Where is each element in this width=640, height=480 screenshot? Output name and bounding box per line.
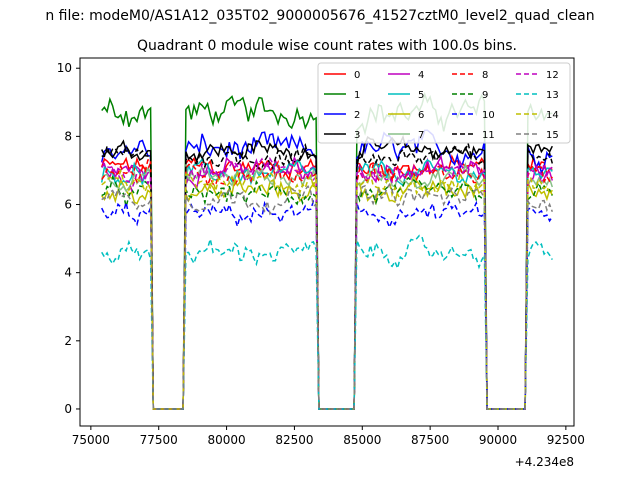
x-tick-label: 92500 [547,433,585,447]
legend-label-4: 4 [418,70,424,81]
x-tick-label: 75000 [72,433,110,447]
legend-label-8: 8 [482,70,488,81]
figure-suptitle: n file: modeM0/AS1A12_035T02_9000005676_… [45,8,594,24]
y-tick-label: 4 [64,266,72,280]
plot-frame [79,57,575,427]
x-tick-label: 77500 [140,433,178,447]
x-tick-label: 82500 [275,433,313,447]
x-tick-label: 80000 [207,433,245,447]
legend-label-13: 13 [546,90,559,101]
x-axis-offset-label: +4.234e8 [515,455,574,469]
legend-label-12: 12 [546,70,559,81]
y-tick-label: 8 [64,129,72,143]
legend-box [317,62,571,144]
legend-label-0: 0 [354,70,360,81]
legend-label-11: 11 [482,130,495,141]
y-tick-label: 0 [64,402,72,416]
legend-label-9: 9 [482,90,488,101]
y-tick-label: 6 [64,198,72,212]
legend-label-6: 6 [418,110,424,121]
legend-label-14: 14 [546,110,559,121]
legend-label-2: 2 [354,110,360,121]
legend-label-15: 15 [546,130,559,141]
legend-label-7: 7 [418,130,424,141]
legend-label-10: 10 [482,110,495,121]
series-line-15 [101,182,554,410]
x-tick-label: 87500 [411,433,449,447]
x-axis: 75000 77500 80000 82500 85000 87500 90000 92500 [72,426,585,447]
x-tick-label: 90000 [479,433,517,447]
chart-title: Quadrant 0 module wise count rates with … [137,38,517,54]
legend-label-1: 1 [354,90,360,101]
y-tick-label: 10 [57,61,72,75]
legend-label-5: 5 [418,90,424,101]
plot-area [79,57,575,427]
x-tick-label: 85000 [343,433,381,447]
legend-label-3: 3 [354,130,360,141]
y-tick-label: 2 [64,334,72,348]
series-group [100,91,554,410]
y-axis: 0 2 4 6 8 10 [57,61,80,416]
